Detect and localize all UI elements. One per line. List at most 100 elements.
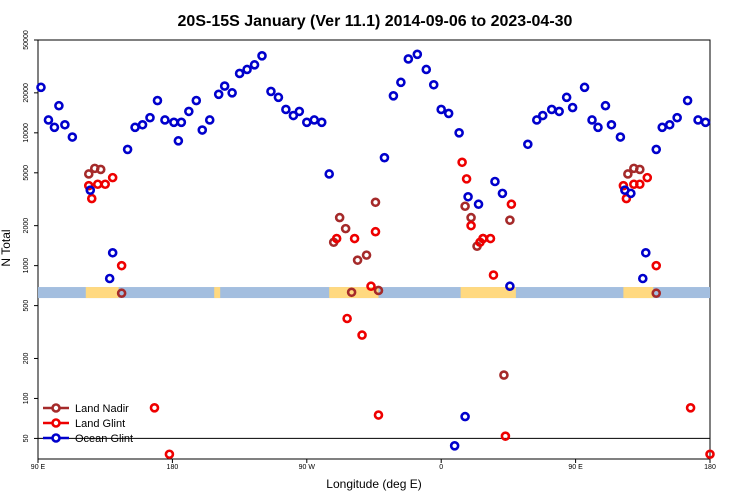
data-point xyxy=(301,117,312,128)
data-point xyxy=(370,226,381,237)
data-point xyxy=(86,193,97,204)
data-point xyxy=(505,215,515,225)
data-point xyxy=(682,95,693,106)
data-point xyxy=(100,179,110,190)
legend-marker xyxy=(51,418,61,428)
legend-label: Ocean Glint xyxy=(75,433,133,445)
data-point xyxy=(587,115,597,125)
data-point xyxy=(473,199,484,210)
data-point xyxy=(651,144,662,155)
y-tick-label: 500 xyxy=(23,300,30,312)
data-point xyxy=(169,117,179,128)
data-point xyxy=(152,95,163,106)
data-point xyxy=(219,81,230,91)
data-point xyxy=(505,281,515,292)
data-point xyxy=(672,112,682,123)
data-point xyxy=(497,188,508,199)
chart-title: 20S-15S January (Ver 11.1) 2014-09-06 to… xyxy=(178,13,573,30)
data-point xyxy=(43,115,54,125)
data-point xyxy=(54,100,64,111)
data-point xyxy=(191,95,202,106)
data-point xyxy=(324,169,335,179)
x-tick-label: 90 E xyxy=(568,464,583,471)
data-point xyxy=(349,233,360,244)
y-tick-label: 1000 xyxy=(23,258,30,274)
data-point xyxy=(92,179,103,190)
data-point xyxy=(116,260,127,271)
data-point xyxy=(373,410,384,420)
y-tick-label: 50000 xyxy=(23,30,30,50)
data-point xyxy=(500,431,511,441)
data-point xyxy=(266,86,276,97)
data-point xyxy=(316,117,327,128)
data-point xyxy=(104,273,115,284)
data-point xyxy=(396,77,406,88)
data-point xyxy=(466,212,476,223)
data-point xyxy=(294,106,305,117)
data-point xyxy=(107,172,118,183)
data-point xyxy=(436,104,447,115)
data-point xyxy=(623,169,633,179)
data-point xyxy=(485,233,496,244)
data-point xyxy=(352,255,363,265)
data-point xyxy=(273,92,284,103)
x-tick-label: 180 xyxy=(704,464,716,471)
land-strip-segment xyxy=(214,287,221,299)
data-point xyxy=(635,179,645,190)
y-tick-label: 100 xyxy=(23,393,30,405)
data-point xyxy=(421,64,432,75)
data-point xyxy=(428,79,439,90)
data-point xyxy=(281,104,291,115)
series-land-glint xyxy=(83,157,715,460)
data-point xyxy=(664,119,675,130)
data-point xyxy=(83,180,94,191)
y-tick-label: 5000 xyxy=(23,165,30,181)
data-point xyxy=(499,370,509,380)
data-point xyxy=(149,403,160,413)
data-point xyxy=(107,247,118,258)
data-point xyxy=(460,411,470,422)
data-point xyxy=(506,199,517,210)
data-point xyxy=(537,110,548,121)
data-point xyxy=(657,122,668,133)
data-point xyxy=(184,106,194,117)
data-point xyxy=(461,174,472,184)
plot-frame xyxy=(37,39,711,460)
series-land-nadir xyxy=(83,163,662,380)
data-point xyxy=(466,220,476,231)
data-point xyxy=(449,441,460,451)
data-point xyxy=(173,136,184,146)
data-point xyxy=(523,139,533,150)
legend-marker xyxy=(51,403,61,413)
data-point xyxy=(618,180,629,191)
data-point xyxy=(116,288,127,299)
data-point xyxy=(197,125,208,135)
data-point xyxy=(83,169,94,179)
data-point xyxy=(379,152,390,163)
x-tick-label: 0 xyxy=(439,464,443,471)
data-point xyxy=(340,223,351,234)
data-point xyxy=(651,288,662,299)
data-point xyxy=(579,82,590,93)
y-tick-label: 50 xyxy=(23,434,30,442)
y-axis: 50 100 200 500 1000 2000 5000 10000 20000 50000 xyxy=(23,30,38,442)
data-point xyxy=(463,191,473,202)
data-point xyxy=(36,82,46,93)
series-ocean-glint xyxy=(36,49,711,451)
data-point xyxy=(626,188,636,199)
land-strip-segment xyxy=(85,287,119,299)
y-tick-label: 10000 xyxy=(23,123,30,143)
y-tick-label: 200 xyxy=(23,353,30,365)
data-point xyxy=(249,60,260,70)
data-point xyxy=(95,164,106,175)
data-point xyxy=(593,122,603,133)
x-axis-label: Longitude (deg E) xyxy=(326,477,421,491)
data-point xyxy=(373,285,384,296)
data-point xyxy=(700,117,711,128)
legend-label: Land Glint xyxy=(75,418,125,430)
x-axis: 90 E 180 90 W 0 90 E 180 xyxy=(31,459,716,471)
data-point xyxy=(122,144,133,155)
data-point xyxy=(531,115,542,125)
data-point xyxy=(85,185,96,195)
data-point xyxy=(635,164,645,175)
